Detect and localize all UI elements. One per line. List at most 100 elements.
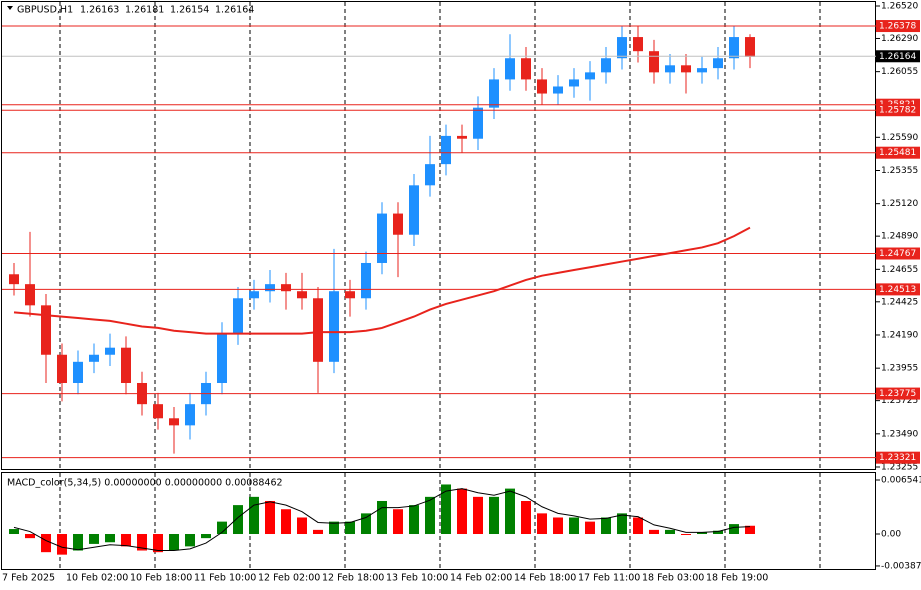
x-tick-label: 11 Feb 10:00: [194, 573, 256, 584]
macd-bar: [569, 517, 579, 535]
macd-bar: [249, 496, 259, 535]
macd-bar: [25, 534, 35, 539]
macd-title: MACD_color(5,34,5) 0.00000000 0.00000000…: [7, 478, 283, 489]
candle-body: [729, 37, 739, 59]
candle-body: [185, 404, 195, 426]
header-value: 1.26164: [215, 5, 254, 16]
level-tag: [876, 146, 920, 159]
macd-bar: [329, 521, 339, 535]
y-tick-label: -0.003870: [881, 561, 921, 571]
x-tick-label: 14 Feb 18:00: [514, 573, 576, 584]
x-tick-label: 10 Feb 18:00: [130, 573, 192, 584]
macd-bar: [585, 521, 595, 535]
level-label: 1.25782: [879, 106, 916, 116]
y-tick-label: 1.24655: [881, 265, 918, 275]
candle-body: [585, 72, 595, 80]
macd-bar: [665, 529, 675, 535]
last-price-label: 1.26164: [879, 52, 916, 62]
header-value: 1.26154: [170, 5, 209, 16]
macd-bar: [521, 500, 531, 535]
macd-bar: [345, 521, 355, 535]
x-tick-label: 18 Feb 03:00: [642, 573, 704, 584]
candle-body: [569, 79, 579, 87]
y-tick-label: 1.26290: [881, 34, 918, 44]
candle-body: [105, 347, 115, 355]
x-tick-label: 13 Feb 10:00: [386, 573, 448, 584]
y-tick-label: 1.26520: [881, 2, 918, 12]
y-tick-label: 0.00: [881, 530, 901, 540]
x-tick-label: 18 Feb 19:00: [706, 573, 768, 584]
candle-body: [441, 135, 451, 165]
macd-bar: [105, 534, 115, 543]
macd-bar: [361, 513, 371, 535]
candle-body: [521, 58, 531, 80]
candle-body: [601, 58, 611, 73]
macd-bar: [281, 509, 291, 535]
macd-bar: [713, 530, 723, 535]
macd-bar: [697, 532, 707, 535]
macd-bar: [217, 521, 227, 535]
macd-bar: [489, 496, 499, 535]
macd-bar: [409, 505, 419, 535]
candle-body: [313, 298, 323, 362]
macd-bar: [617, 513, 627, 535]
candle-body: [57, 354, 67, 383]
macd-bar: [313, 529, 323, 535]
macd-bar: [265, 500, 275, 535]
macd-bar: [9, 529, 19, 535]
level-tag: [876, 283, 920, 296]
candle-body: [9, 274, 19, 285]
candle-body: [681, 65, 691, 73]
macd-bar: [729, 524, 739, 535]
y-tick-label: 1.24890: [881, 232, 918, 242]
symbol-title: GBPUSD,H1: [17, 5, 73, 16]
candle-body: [217, 333, 227, 383]
candle-body: [505, 58, 515, 80]
candle-body: [297, 291, 307, 299]
y-tick-label: 1.23255: [881, 463, 918, 473]
macd-bar: [457, 488, 467, 535]
price-frame: [1, 1, 876, 470]
level-label: 1.23321: [879, 453, 916, 463]
candle-body: [233, 298, 243, 334]
macd-bar: [505, 488, 515, 535]
level-label: 1.23775: [879, 389, 916, 399]
candle-body: [457, 135, 467, 139]
macd-bar: [601, 517, 611, 535]
y-tick-label: 0.0065414: [881, 476, 921, 486]
level-tag: [876, 451, 920, 464]
menu-arrow[interactable]: [7, 6, 13, 10]
level-label: 1.25481: [879, 148, 916, 158]
macd-bar: [553, 517, 563, 535]
level-label: 1.26378: [879, 22, 916, 32]
macd-bar: [73, 534, 83, 551]
candle-body: [473, 107, 483, 139]
macd-bar: [121, 534, 131, 547]
x-tick-label: 12 Feb 18:00: [322, 573, 384, 584]
macd-bar: [137, 534, 147, 551]
x-tick-label: 7 Feb 2025: [2, 573, 55, 584]
macd-bar: [233, 505, 243, 535]
macd-bar: [393, 509, 403, 535]
macd-bar: [297, 517, 307, 535]
macd-bar: [745, 525, 755, 535]
candle-body: [745, 37, 755, 57]
candle-body: [121, 347, 131, 383]
signal-line: [13, 488, 751, 552]
macd-frame: [1, 472, 876, 570]
candle-body: [265, 284, 275, 292]
last-price-tag: [876, 50, 920, 63]
y-tick-label: 1.23725: [881, 396, 918, 406]
candle-body: [345, 291, 355, 299]
candle-body: [361, 262, 371, 299]
level-tag: [876, 104, 920, 117]
candle-body: [249, 291, 259, 299]
level-label: 1.24767: [879, 249, 916, 259]
x-tick-label: 10 Feb 02:00: [66, 573, 128, 584]
y-tick-label: 1.26055: [881, 67, 918, 77]
macd-bar: [169, 534, 179, 551]
candle-body: [649, 51, 659, 73]
macd-bar: [57, 534, 67, 555]
y-tick-label: 1.25355: [881, 166, 918, 176]
x-tick-label: 12 Feb 02:00: [258, 573, 320, 584]
